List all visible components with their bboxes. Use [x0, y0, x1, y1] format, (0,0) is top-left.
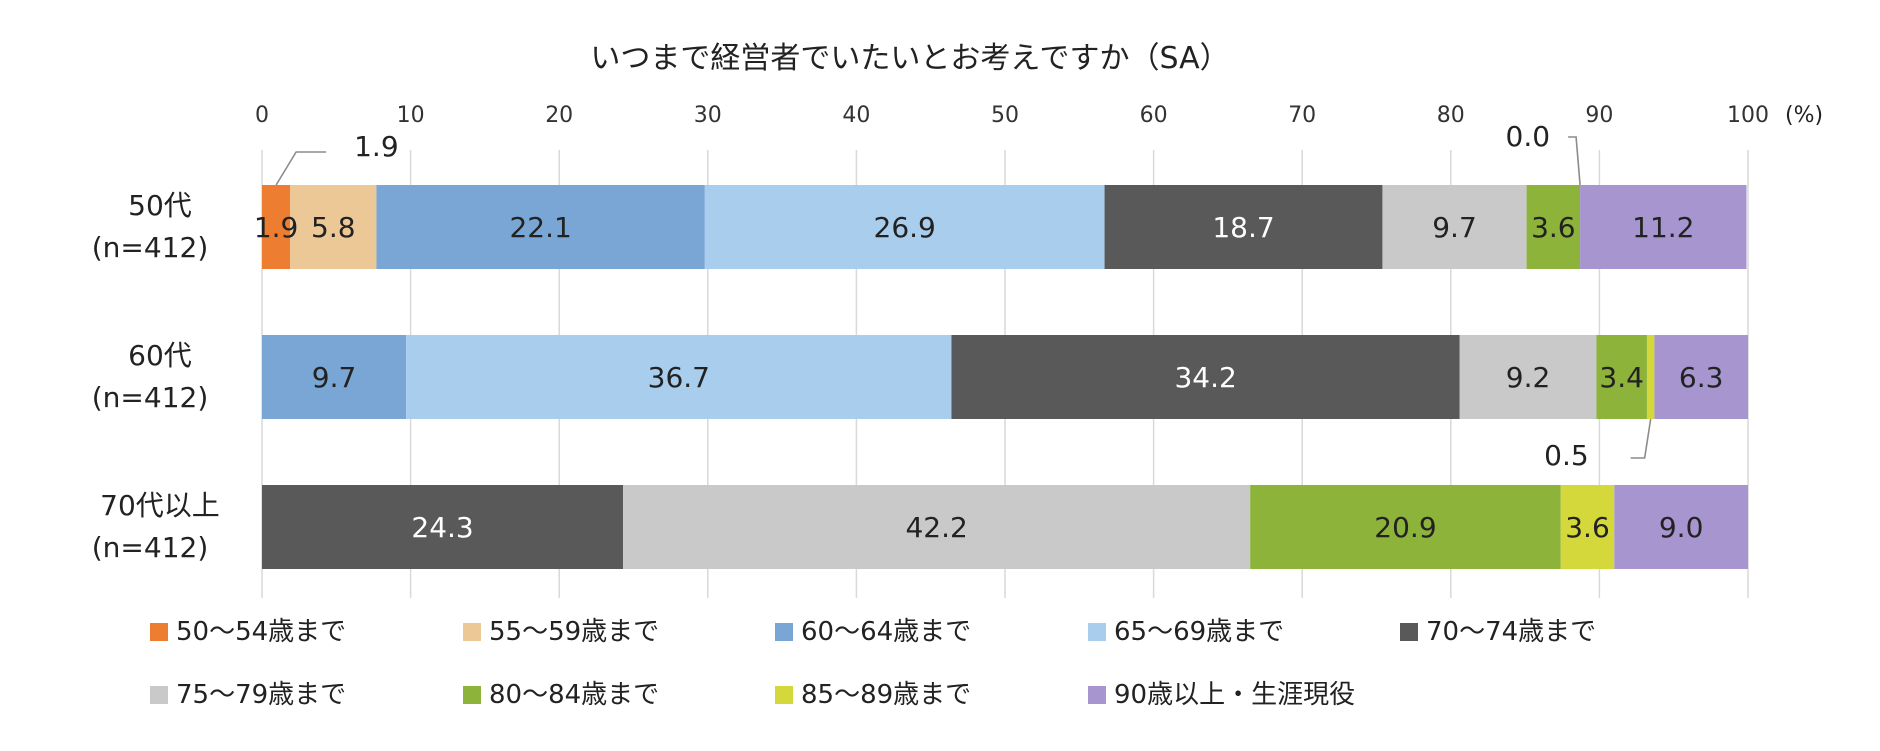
- bar-value-label: 18.7: [1212, 211, 1274, 244]
- legend-label: 70～74歳まで: [1426, 617, 1596, 647]
- bar-segment: [1104, 185, 1383, 269]
- category-label: 50代: [128, 189, 192, 222]
- unit-label: (%): [1785, 103, 1823, 128]
- x-tick-label: 70: [1288, 103, 1316, 128]
- callout-leader-line: [275, 151, 327, 186]
- callout-label: 0.5: [1544, 439, 1589, 472]
- x-tick-label: 80: [1437, 103, 1465, 128]
- bar-segment: [1654, 335, 1748, 419]
- bar-segment: [262, 485, 624, 569]
- bar-value-label: 42.2: [905, 511, 967, 544]
- x-tick-label: 40: [842, 103, 870, 128]
- legend-label: 80～84歳まで: [489, 680, 659, 710]
- legend-swatch: [150, 623, 168, 641]
- bar-segment: [262, 335, 407, 419]
- bar-value-label: 9.2: [1506, 361, 1551, 394]
- bar-value-label: 26.9: [874, 211, 936, 244]
- callout-leader-line: [1630, 418, 1652, 459]
- x-tick-label: 20: [545, 103, 573, 128]
- bar-segment: [1580, 185, 1747, 269]
- legend-swatch: [1088, 686, 1106, 704]
- legend-swatch: [463, 623, 481, 641]
- bar-segment: [262, 185, 291, 269]
- bar-value-label: 11.2: [1632, 211, 1694, 244]
- x-tick-label: 90: [1585, 103, 1613, 128]
- bar-segment: [1459, 335, 1597, 419]
- bar-value-label: 6.3: [1679, 361, 1724, 394]
- bar-segment: [951, 335, 1460, 419]
- bar-value-label: 34.2: [1174, 361, 1236, 394]
- x-tick-label: 50: [991, 103, 1019, 128]
- bar-value-label: 36.7: [648, 361, 710, 394]
- legend-swatch: [1400, 623, 1418, 641]
- bar-value-label: 9.7: [312, 361, 357, 394]
- bar-segment: [1614, 485, 1748, 569]
- x-tick-label: 60: [1140, 103, 1168, 128]
- bar-segment: [1560, 485, 1615, 569]
- legend-label: 90歳以上・生涯現役: [1114, 680, 1355, 710]
- bar-segment: [1250, 485, 1561, 569]
- bar-segment: [1526, 185, 1581, 269]
- bar-value-label: 22.1: [509, 211, 571, 244]
- bar-value-label: 5.8: [311, 211, 356, 244]
- bar-segment: [1382, 185, 1527, 269]
- bar-value-label: 3.4: [1599, 361, 1644, 394]
- category-sample-label: (n=412): [92, 231, 209, 264]
- x-tick-label: 30: [694, 103, 722, 128]
- bar-value-label: 9.7: [1432, 211, 1477, 244]
- x-tick-label: 100: [1727, 103, 1769, 128]
- legend-swatch: [775, 686, 793, 704]
- bar-value-label: 3.6: [1565, 511, 1610, 544]
- legend-swatch: [463, 686, 481, 704]
- category-label: 70代以上: [100, 489, 220, 522]
- bar-segment: [623, 485, 1251, 569]
- bar-segment: [1596, 335, 1647, 419]
- bar-segment: [376, 185, 705, 269]
- legend-label: 55～59歳まで: [489, 617, 659, 647]
- x-tick-label: 0: [255, 103, 269, 128]
- legend-label: 65～69歳まで: [1114, 617, 1284, 647]
- callout-label: 1.9: [354, 130, 399, 163]
- legend-label: 75～79歳まで: [176, 680, 346, 710]
- legend-label: 50～54歳まで: [176, 617, 346, 647]
- category-sample-label: (n=412): [92, 381, 209, 414]
- x-tick-label: 10: [397, 103, 425, 128]
- callout-label: 0.0: [1506, 120, 1551, 153]
- bar-value-label: 3.6: [1531, 211, 1576, 244]
- bar-segment: [290, 185, 377, 269]
- legend-swatch: [1088, 623, 1106, 641]
- category-label: 60代: [128, 339, 192, 372]
- bar-value-label: 1.9: [254, 211, 299, 244]
- callout-leader-line: [1568, 136, 1581, 186]
- legend-label: 60～64歳まで: [801, 617, 971, 647]
- category-sample-label: (n=412): [92, 531, 209, 564]
- legend-label: 85～89歳まで: [801, 680, 971, 710]
- bar-segment: [1646, 335, 1655, 419]
- bar-segment: [406, 335, 952, 419]
- legend-swatch: [775, 623, 793, 641]
- chart-title: いつまで経営者でいたいとお考えですか（SA）: [590, 41, 1229, 76]
- bar-value-label: 20.9: [1374, 511, 1436, 544]
- bar-value-label: 9.0: [1659, 511, 1704, 544]
- legend-swatch: [150, 686, 168, 704]
- bar-value-label: 24.3: [411, 511, 473, 544]
- bar-segment: [704, 185, 1105, 269]
